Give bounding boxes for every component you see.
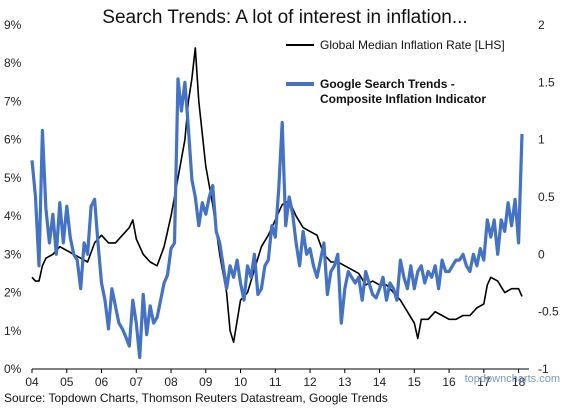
y-left-tick-label: 7%: [4, 94, 22, 108]
right-axis-ticks: -1 -0.5 0 0.5 1 1.5 2: [538, 18, 559, 376]
x-tick-label: 10: [234, 375, 248, 389]
x-tick-label: 18: [512, 375, 526, 389]
y-right-tick-label: 0: [538, 247, 545, 261]
y-left-tick-label: 1%: [4, 324, 22, 338]
series-layer: [30, 47, 524, 360]
y-right-tick-label: 1: [538, 133, 545, 147]
x-tick-label: 13: [338, 375, 352, 389]
y-left-tick-label: 9%: [4, 18, 22, 32]
x-axis-ticks: 04 05 06 07 08 09 10 11 12 13 14 15 16 17 18: [25, 369, 526, 389]
y-left-tick-label: 5%: [4, 171, 22, 185]
y-right-tick-label: 1.5: [538, 75, 555, 89]
legend-label-search-line2: Composite Inflation Indicator: [320, 92, 486, 106]
x-tick-label: 17: [477, 375, 491, 389]
x-tick-label: 14: [373, 375, 387, 389]
y-left-tick-label: 6%: [4, 133, 22, 147]
y-left-tick-label: 4%: [4, 209, 22, 223]
x-tick-label: 05: [60, 375, 74, 389]
legend: Global Median Inflation Rate [LHS] Googl…: [286, 38, 505, 106]
x-tick-label: 15: [408, 375, 422, 389]
y-left-tick-label: 3%: [4, 247, 22, 261]
left-axis-ticks: 0% 1% 2% 3% 4% 5% 6% 7% 8% 9%: [4, 18, 22, 376]
x-tick-label: 08: [164, 375, 178, 389]
legend-label-inflation: Global Median Inflation Rate [LHS]: [320, 38, 505, 52]
y-right-tick-label: -1: [538, 362, 549, 376]
y-left-tick-label: 2%: [4, 286, 22, 300]
y-right-tick-label: -0.5: [538, 305, 559, 319]
x-tick-label: 12: [303, 375, 317, 389]
y-right-tick-label: 0.5: [538, 190, 555, 204]
x-tick-label: 04: [25, 375, 39, 389]
x-tick-label: 07: [130, 375, 144, 389]
x-tick-label: 16: [442, 375, 456, 389]
x-tick-label: 09: [199, 375, 213, 389]
x-tick-label: 06: [95, 375, 109, 389]
series-line-inflation: [31, 47, 523, 344]
watermark: topdowncharts.com: [465, 373, 560, 385]
y-left-tick-label: 8%: [4, 56, 22, 70]
y-left-tick-label: 0%: [4, 362, 22, 376]
legend-label-search-line1: Google Search Trends -: [320, 77, 455, 91]
x-tick-label: 11: [269, 375, 282, 389]
chart-title: Search Trends: A lot of interest in infl…: [102, 7, 467, 28]
source-note: Source: Topdown Charts, Thomson Reuters …: [4, 391, 388, 405]
y-right-tick-label: 2: [538, 18, 545, 32]
series-line-search: [30, 77, 524, 360]
